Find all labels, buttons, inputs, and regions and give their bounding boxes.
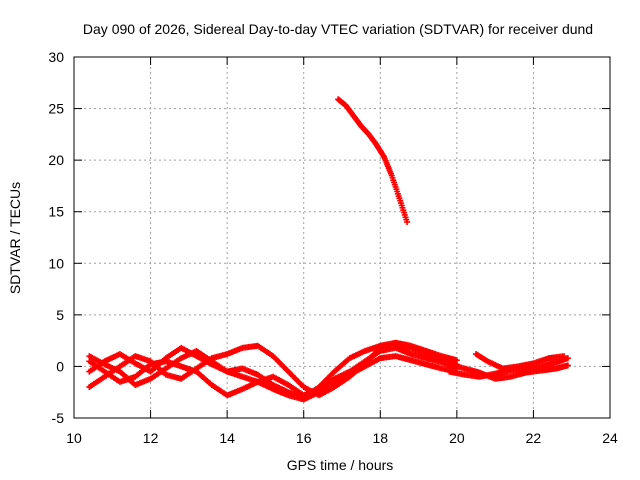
x-tick-label: 20	[449, 430, 465, 446]
series-track-b	[86, 344, 460, 399]
plot-frame	[73, 56, 611, 419]
y-tick-label: 30	[48, 49, 64, 65]
x-tick-label: 16	[296, 430, 312, 446]
y-tick-label: 0	[56, 358, 64, 374]
y-tick-label: 10	[48, 255, 64, 271]
x-tick-label: 14	[219, 430, 235, 446]
data-point	[453, 357, 460, 364]
data-marks	[86, 96, 571, 403]
x-tick-label: 24	[602, 430, 618, 446]
data-point	[564, 355, 571, 362]
data-point	[564, 362, 571, 369]
series-track-h	[335, 96, 411, 226]
tick-labels: 10 12 14 16 18 20 22 24 -5 0 5 10 15 20 25 30	[48, 49, 618, 446]
y-tick-label: 20	[48, 152, 64, 168]
y-tick-label: 5	[56, 307, 64, 323]
series-track-g	[473, 351, 568, 372]
x-tick-label: 18	[372, 430, 388, 446]
x-tick-label: 22	[526, 430, 542, 446]
series-track-d	[86, 339, 460, 401]
x-tick-label: 10	[66, 430, 82, 446]
data-point	[404, 219, 411, 226]
x-tick-label: 12	[143, 430, 159, 446]
data-point	[561, 353, 568, 360]
chart-title: Day 090 of 2026, Sidereal Day-to-day VTE…	[83, 21, 593, 37]
x-axis-label: GPS time / hours	[287, 457, 394, 473]
y-tick-label: 25	[48, 101, 64, 117]
y-tick-label: -5	[52, 410, 65, 426]
series-track-f	[446, 361, 571, 382]
y-axis-label: SDTVAR / TECUs	[7, 182, 23, 294]
y-tick-label: 15	[48, 204, 64, 220]
